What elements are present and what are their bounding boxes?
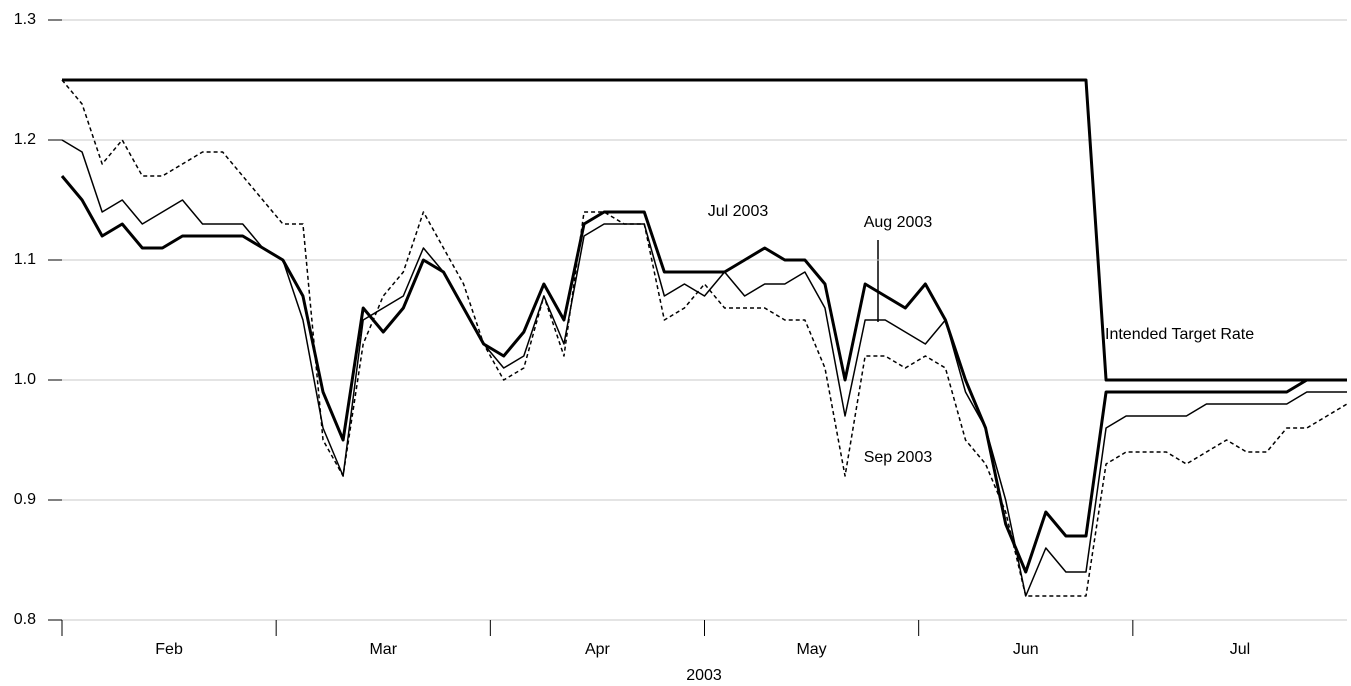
x-axis-label: 2003 bbox=[686, 667, 722, 684]
series-line bbox=[60, 175, 1347, 574]
annotation: Intended Target Rate bbox=[1105, 326, 1254, 343]
series-line bbox=[61, 79, 1348, 597]
annotation: Aug 2003 bbox=[864, 214, 933, 231]
x-tick-label: Jun bbox=[1013, 641, 1039, 658]
series-line bbox=[61, 139, 1347, 597]
y-tick-label: 1.0 bbox=[14, 371, 36, 388]
x-tick-label: Feb bbox=[155, 641, 183, 658]
x-tick-label: May bbox=[796, 641, 826, 658]
y-tick-label: 1.1 bbox=[14, 251, 36, 268]
annotation: Sep 2003 bbox=[864, 449, 933, 466]
x-tick-label: Mar bbox=[369, 641, 397, 658]
y-tick-label: 1.3 bbox=[14, 11, 36, 28]
y-tick-label: 0.9 bbox=[14, 491, 36, 508]
y-tick-label: 0.8 bbox=[14, 611, 36, 628]
series-line bbox=[62, 78, 1347, 382]
x-tick-label: Apr bbox=[585, 641, 611, 658]
y-tick-label: 1.2 bbox=[14, 131, 36, 148]
annotation: Jul 2003 bbox=[708, 203, 769, 220]
x-tick-label: Jul bbox=[1230, 641, 1250, 658]
